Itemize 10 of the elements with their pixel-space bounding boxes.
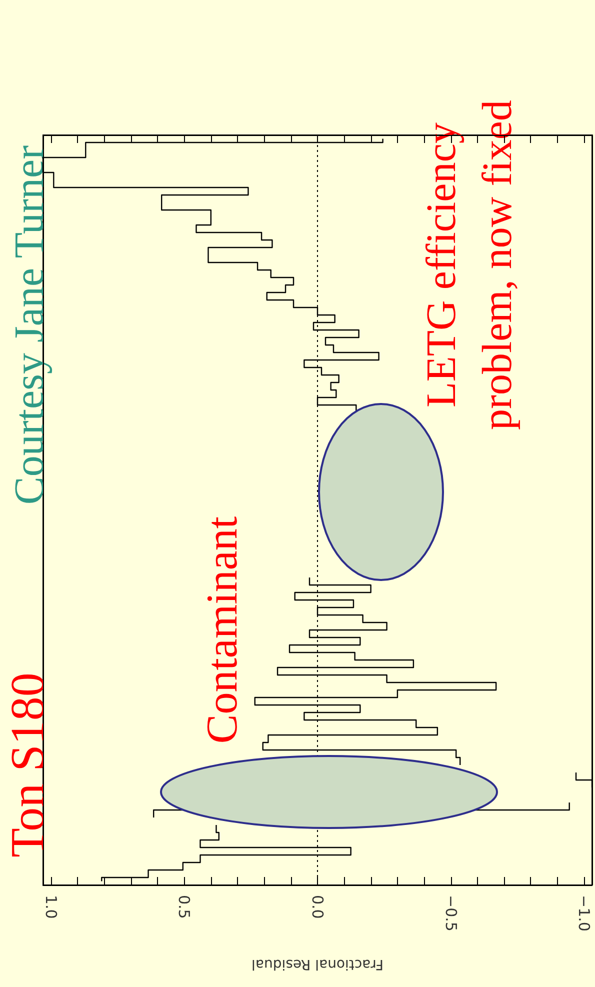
annotation: LETG efficiency problem, now fixed [419, 100, 521, 430]
x-tick-label: 0.5 [175, 895, 194, 919]
x-axis-title: Fractional Residual [252, 956, 384, 972]
x-tick-label: −1.0 [575, 895, 594, 932]
x-tick-label: 1.0 [42, 895, 60, 919]
x-tick-label: −0.5 [442, 895, 460, 932]
text: Ton S180 [2, 672, 54, 858]
annotation: Courtesy Jane Turner [7, 145, 53, 505]
annotation: Contaminant [198, 516, 246, 744]
x-tick-label: 0.0 [308, 895, 326, 919]
